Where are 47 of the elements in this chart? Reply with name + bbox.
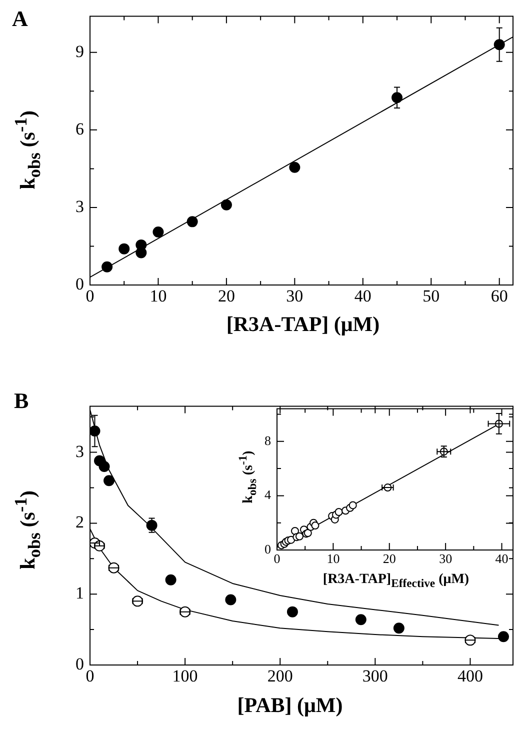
point (136, 247, 147, 258)
point (165, 574, 176, 586)
chart-title: A (12, 6, 28, 31)
y-tick-label: 6 (76, 119, 84, 138)
point (225, 594, 236, 606)
chart-title: B (14, 388, 29, 413)
point (104, 475, 115, 486)
x-tick-label: 300 (362, 666, 388, 686)
x-tick-label: 60 (490, 286, 508, 306)
point (152, 226, 164, 238)
point (494, 39, 505, 50)
x-tick-label: 20 (382, 551, 396, 566)
x-axis-title: [PAB] (μM) (237, 693, 343, 717)
y-tick-label: 9 (76, 42, 84, 61)
point (118, 243, 130, 254)
x-tick-label: 200 (267, 666, 293, 686)
y-tick-label: 3 (76, 442, 84, 461)
x-tick-label: 10 (326, 551, 340, 566)
point (102, 261, 113, 272)
point (393, 622, 404, 634)
x-tick-label: 30 (439, 551, 452, 566)
x-tick-label: 10 (150, 286, 167, 306)
x-tick-label: 400 (457, 666, 483, 686)
x-tick-label: 20 (218, 286, 235, 306)
y-tick-label: 3 (76, 196, 84, 216)
y-tick-label: 0 (76, 654, 84, 674)
point (220, 199, 232, 210)
x-axis-title: [R3A-TAP]$_{Effective}$ (μM) (322, 572, 470, 590)
point (355, 614, 366, 626)
point (98, 460, 110, 472)
point (289, 162, 300, 173)
y-tick-label: 4 (264, 487, 272, 502)
x-tick-label: 40 (354, 286, 372, 306)
y-tick-label: 8 (264, 432, 271, 448)
point (286, 606, 298, 618)
x-tick-label: 50 (422, 286, 440, 306)
x-tick-label: 40 (495, 551, 508, 566)
y-tick-label: 0 (76, 274, 84, 294)
y-tick-label: 2 (76, 512, 84, 532)
y-tick-label: 1 (76, 584, 84, 603)
y-tick-label: 0 (264, 541, 271, 556)
point (498, 631, 509, 642)
x-tick-label: 30 (286, 286, 304, 306)
x-tick-label: 100 (172, 666, 198, 686)
point (392, 92, 403, 104)
x-axis-title: [R3A-TAP] (μM) (226, 312, 380, 336)
point (186, 216, 198, 228)
